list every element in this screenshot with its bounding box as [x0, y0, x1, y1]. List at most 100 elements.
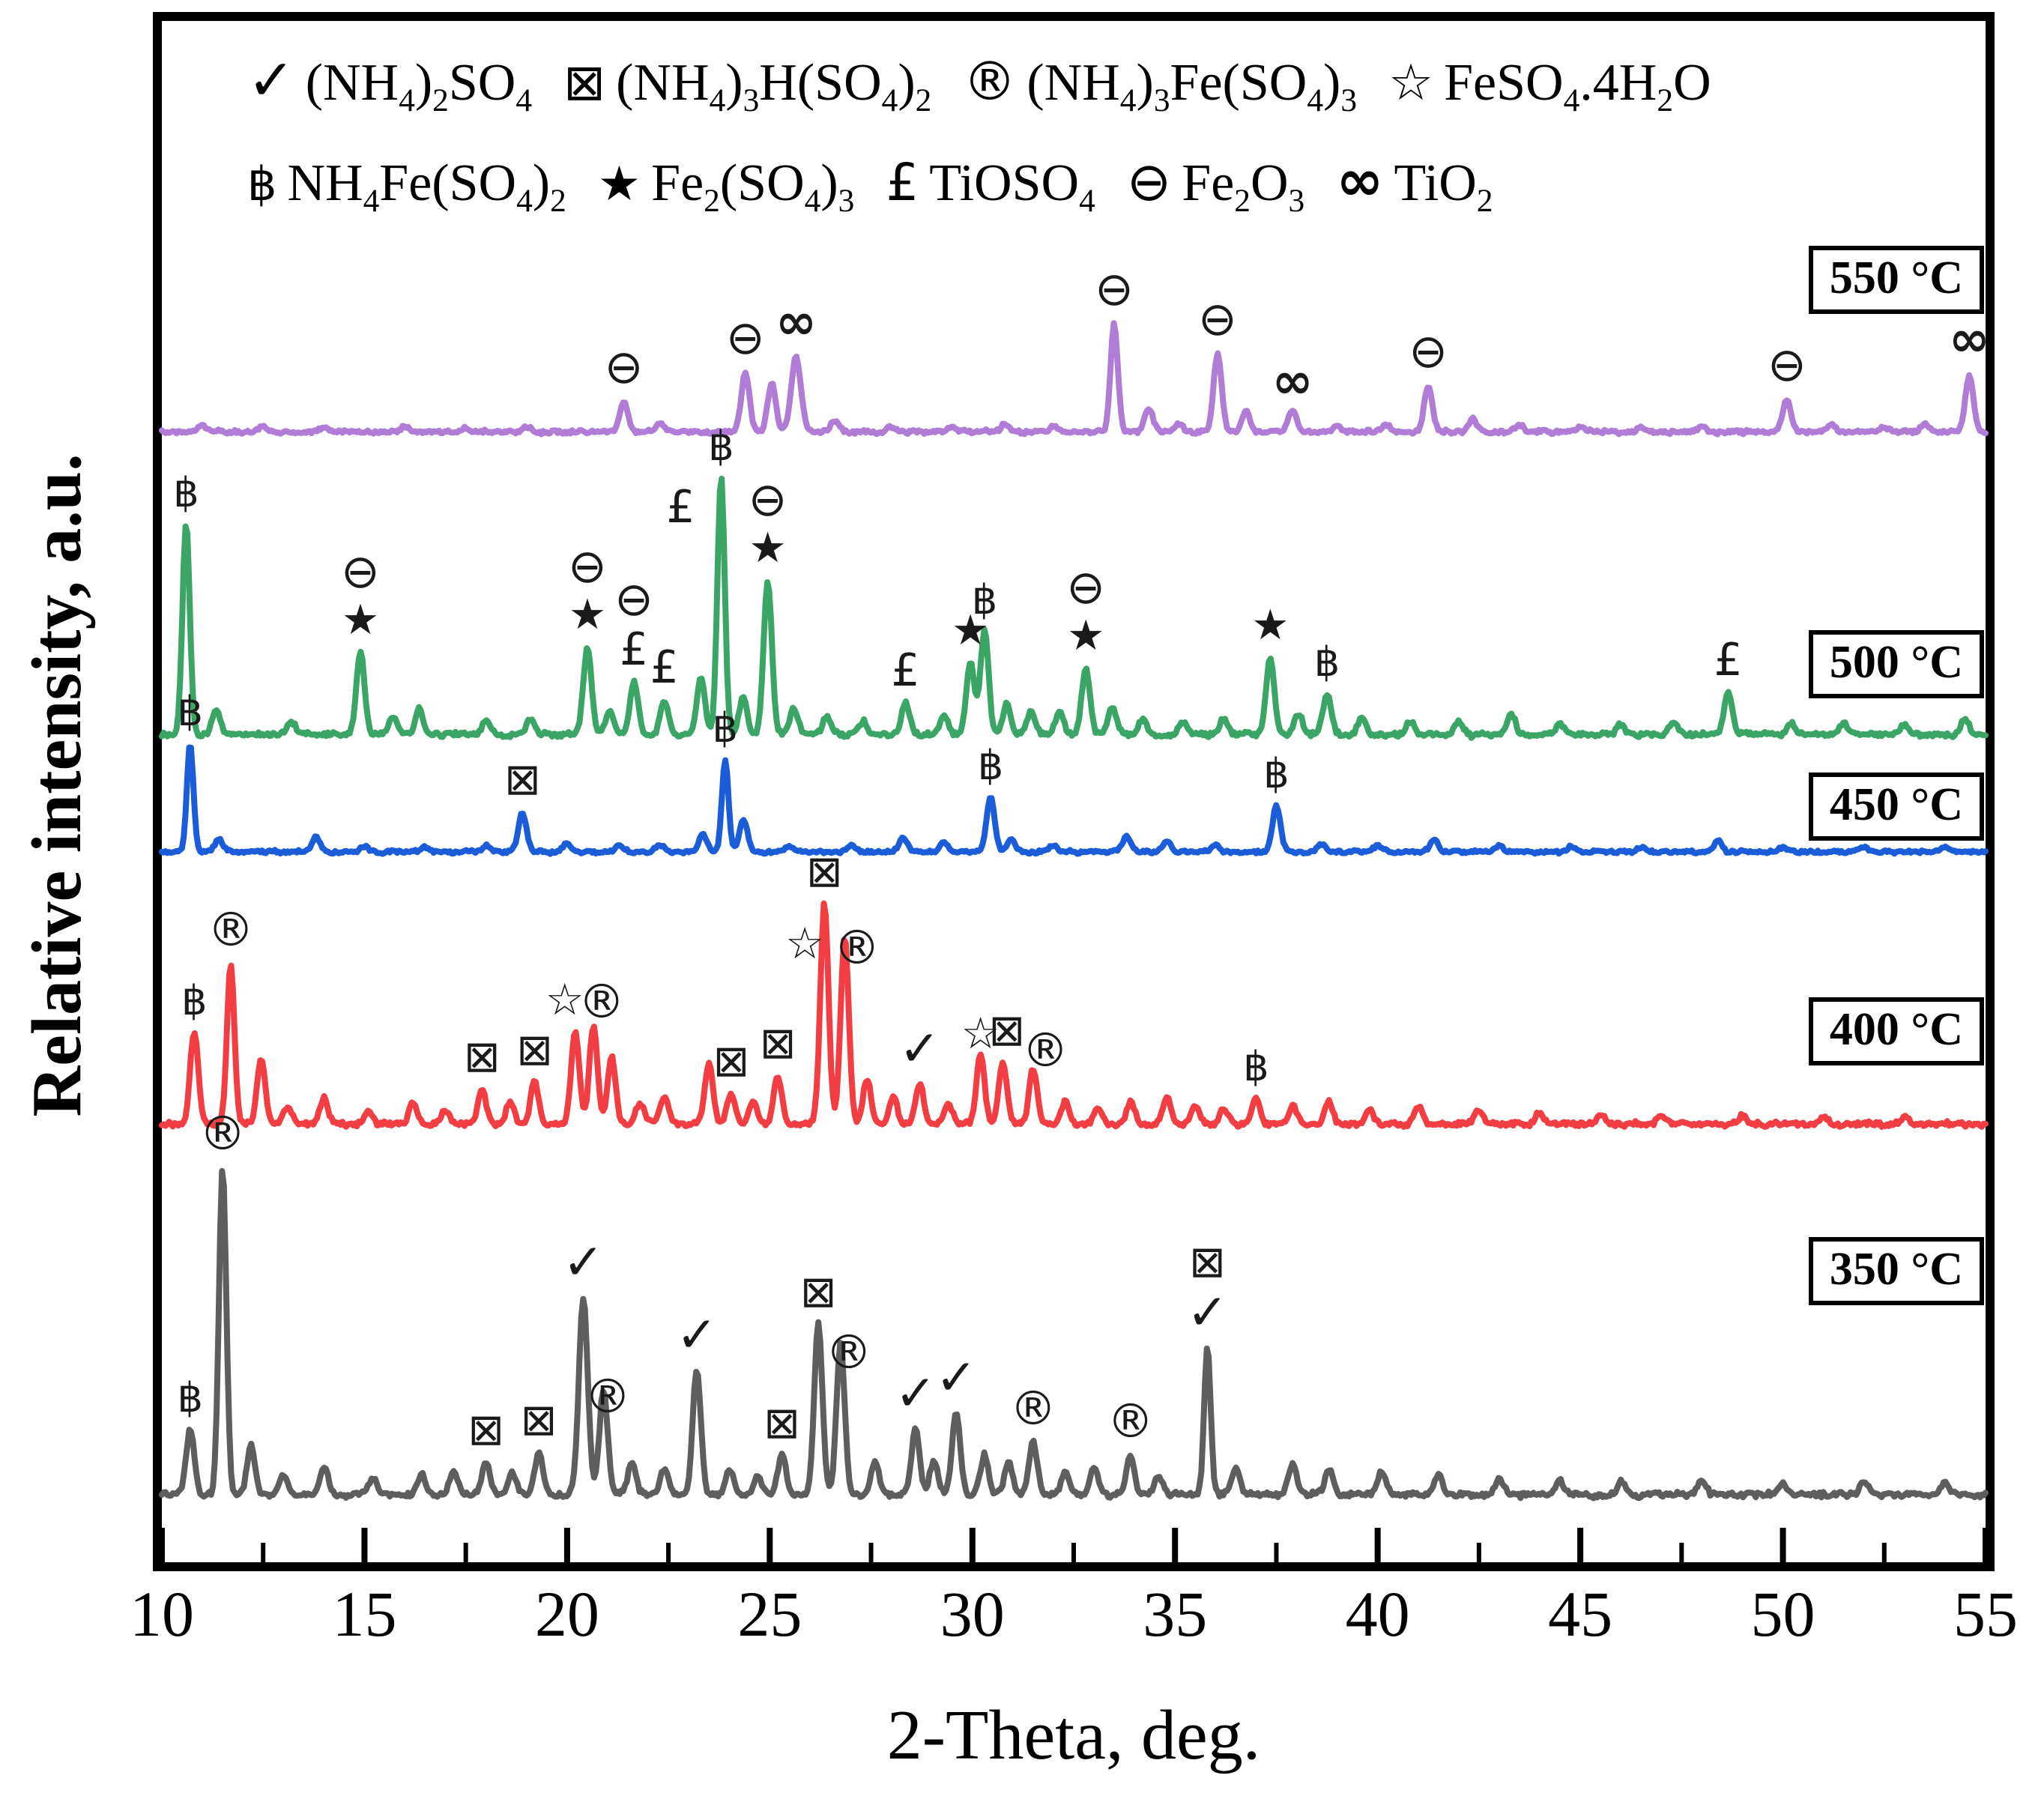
- x-major-tick: [361, 1528, 368, 1562]
- peak-annotation-baht: ฿: [181, 978, 207, 1024]
- legend-line-2: ฿ NH4Fe(SO4)2 ★ Fe2(SO4)3 £ TiOSO4 ⊖ Fe2O3 ∞ TiO2: [247, 147, 1525, 220]
- legend-line-1: ✓ (NH4)2SO4 ⊠ (NH4)3H(SO4)2 ® (NH4)3Fe(SO4)3 ☆…: [247, 46, 1743, 119]
- x-minor-tick: [1476, 1543, 1481, 1562]
- boxed_x-icon: ⊠: [799, 1266, 837, 1318]
- boxed_x-icon: ⊠: [520, 1394, 557, 1446]
- circle_r-icon: ®: [1107, 1394, 1154, 1449]
- peak-annotation-circle_r: ®: [834, 922, 880, 973]
- circle_r-icon: ®: [578, 973, 625, 1029]
- x-tick-label-25: 25: [737, 1578, 802, 1650]
- pound-icon: £: [886, 153, 919, 213]
- x-tick-label-50: 50: [1750, 1578, 1815, 1650]
- check-icon: ✓: [895, 1364, 937, 1423]
- peak-annotation-star_open: ☆: [545, 976, 584, 1024]
- peak-annotation-baht: ฿: [972, 578, 997, 623]
- x-tick-label-40: 40: [1345, 1578, 1410, 1650]
- boxed_x-icon: ⊠: [563, 53, 606, 112]
- pound-icon: £: [1714, 634, 1743, 687]
- peak-annotation-pound: £: [1714, 635, 1742, 685]
- pound-icon: £: [650, 641, 679, 695]
- peak-annotation-boxed_x: ⊠: [760, 1019, 796, 1067]
- x-major-tick: [1374, 1528, 1381, 1562]
- x-tick-label-15: 15: [332, 1578, 397, 1650]
- x-tick-label-30: 30: [940, 1578, 1005, 1650]
- pound-icon: £: [666, 481, 695, 534]
- series-path-450C: [159, 744, 1989, 857]
- legend-item: ⊖ Fe2O3: [1127, 151, 1304, 220]
- legend-formula: (NH4)2SO4: [305, 54, 533, 118]
- peak-annotation-circle_minus-star_filled: ⊖ ★: [568, 541, 607, 638]
- legend-item: ฿ NH4Fe(SO4)2: [247, 154, 566, 220]
- peak-annotation-baht: ฿: [178, 1376, 203, 1421]
- legend-item: ⊠ (NH4)3H(SO4)2: [563, 53, 931, 119]
- star_open-icon: ☆: [1388, 53, 1434, 112]
- series-path-350C: [159, 1167, 1989, 1502]
- circle_r-icon: ®: [199, 1105, 247, 1161]
- boxed_x-icon: ⊠: [468, 1404, 505, 1456]
- baht-icon: ฿: [977, 741, 1004, 789]
- peak-annotation-circle_minus: ⊖: [1095, 263, 1134, 315]
- temp-label-500C: 500 °C: [1808, 630, 1984, 698]
- series-path-400C: [159, 900, 1989, 1130]
- star_filled-icon: ★: [597, 157, 641, 212]
- check-icon: ✓: [562, 1233, 605, 1292]
- circle_r-icon: ®: [833, 920, 880, 976]
- x-minor-tick: [463, 1543, 468, 1562]
- legend-item: ★ Fe2(SO4)3: [598, 154, 855, 220]
- star_open-icon: ☆: [545, 973, 584, 1025]
- circle_minus-icon: ⊖: [604, 339, 644, 394]
- star_filled-icon: ★: [568, 590, 607, 640]
- circle_r-icon: ®: [1022, 1022, 1069, 1077]
- baht-icon: ฿: [708, 423, 734, 471]
- infinity-icon: ∞: [775, 292, 817, 351]
- peak-annotation-pound: £: [891, 646, 919, 695]
- x-minor-tick: [1679, 1543, 1684, 1562]
- peak-annotation-circle_minus-star_filled: ⊖ ★: [1066, 561, 1105, 660]
- peak-annotation-baht: ฿: [173, 470, 199, 516]
- star_open-icon: ☆: [785, 918, 825, 970]
- peak-annotation-boxed_x: ⊠: [988, 1006, 1025, 1054]
- star_filled-icon: ★: [951, 605, 990, 655]
- baht-icon: ฿: [1243, 1042, 1269, 1090]
- x-major-tick: [563, 1528, 570, 1562]
- peak-annotation-boxed_x: ⊠: [521, 1396, 557, 1444]
- check-icon: ✓: [935, 1348, 977, 1406]
- legend-formula: TiOSO4: [929, 154, 1095, 219]
- baht-icon: ฿: [247, 157, 277, 211]
- legend-formula: NH4Fe(SO4)2: [287, 154, 566, 219]
- series-path-550C: [159, 320, 1989, 438]
- y-axis-title: Relative intensity, a.u.: [18, 453, 96, 1117]
- x-major-tick: [1983, 1528, 1989, 1562]
- boxed_x-icon: ⊠: [764, 1397, 800, 1449]
- x-tick-label-55: 55: [1953, 1578, 2018, 1650]
- check-icon: ✓: [1186, 1283, 1229, 1341]
- circle_minus-icon: ⊖: [341, 544, 381, 599]
- temp-label-550C: 550 °C: [1808, 246, 1984, 314]
- legend-formula: Fe2O3: [1182, 154, 1305, 219]
- x-major-tick: [1577, 1528, 1584, 1562]
- peak-annotation-star_filled: ★: [951, 605, 990, 655]
- circle_minus-icon: ⊖: [1126, 151, 1172, 213]
- peak-annotation-infinity: ∞: [775, 292, 817, 351]
- peak-annotation-baht: ฿: [708, 424, 734, 469]
- circle_minus-icon: ⊖: [725, 309, 765, 365]
- peak-annotation-boxed_x-check: ⊠ ✓: [1187, 1238, 1228, 1340]
- x-minor-tick: [666, 1543, 671, 1562]
- peak-annotation-pound: £: [666, 483, 695, 532]
- peak-annotation-circle_r: ®: [208, 904, 254, 955]
- peak-annotation-circle_r: ®: [1022, 1022, 1069, 1077]
- infinity-icon: ∞: [1272, 352, 1313, 411]
- peak-annotation-star_open: ☆: [961, 1009, 1000, 1057]
- star_filled-icon: ★: [1067, 611, 1105, 660]
- peak-annotation-boxed_x: ⊠: [800, 1268, 837, 1316]
- peak-annotation-check: ✓: [563, 1236, 604, 1289]
- peak-annotation-circle_minus: ⊖: [1198, 294, 1237, 345]
- legend-formula: (NH4)3Fe(SO4)3: [1026, 54, 1358, 118]
- x-major-tick: [766, 1528, 773, 1562]
- peak-annotation-circle_r: ®: [578, 976, 625, 1027]
- peak-annotation-boxed_x: ⊠: [764, 1399, 800, 1447]
- x-tick-label-35: 35: [1143, 1578, 1208, 1650]
- peak-annotation-circle_minus: ⊖: [1409, 326, 1448, 377]
